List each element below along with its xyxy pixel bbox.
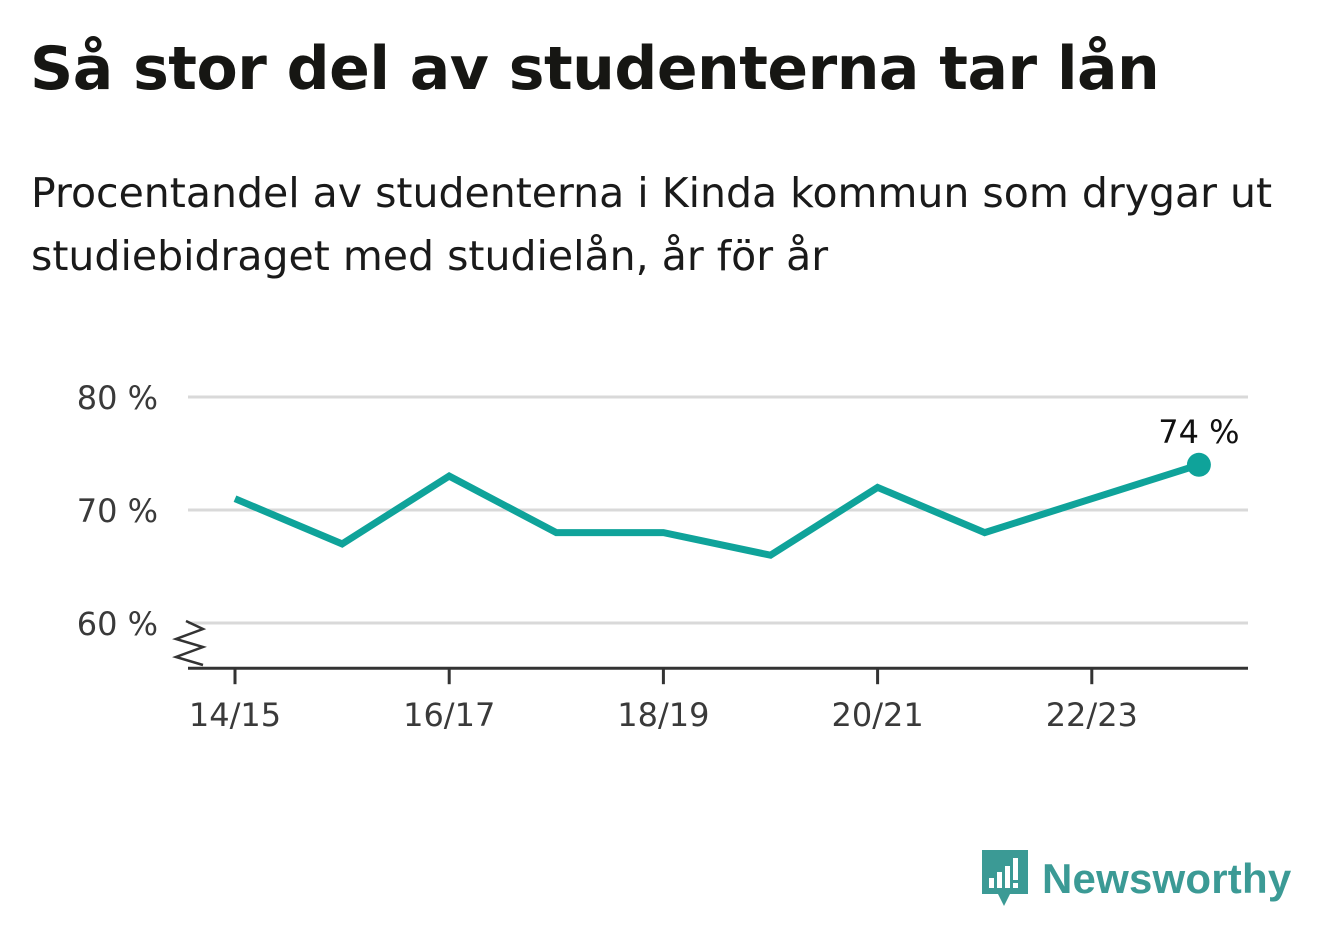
x-tick-label: 14/15 — [189, 696, 281, 734]
y-axis-labels: 60 % 70 % 80 % — [77, 379, 158, 643]
axis-break-icon — [172, 619, 207, 667]
y-tick-label: 80 % — [77, 379, 158, 417]
x-axis — [172, 619, 1248, 670]
x-tick-label: 22/23 — [1046, 696, 1138, 734]
chart-title: Så stor del av studenterna tar lån — [30, 34, 1160, 104]
x-tick-label: 20/21 — [831, 696, 923, 734]
line-chart: 60 % 70 % 80 % 14/15 16/17 18/19 20/21 22/23 7… — [77, 379, 1248, 734]
chart-subtitle: Procentandel av studenterna i Kinda komm… — [31, 169, 1273, 280]
y-tick-label: 70 % — [77, 492, 158, 530]
newsworthy-logo-text: Newsworthy — [1042, 855, 1292, 902]
end-value-label: 74 % — [1158, 413, 1239, 451]
x-tick-label: 16/17 — [403, 696, 495, 734]
grid-lines — [188, 395, 1248, 625]
x-axis-labels: 14/15 16/17 18/19 20/21 22/23 — [189, 668, 1138, 734]
newsworthy-logo: Newsworthy — [980, 848, 1291, 910]
y-tick-label: 60 % — [77, 605, 158, 643]
series-line — [233, 461, 1200, 559]
series-layer: 74 % — [233, 413, 1240, 559]
end-point-marker — [1186, 452, 1211, 477]
x-tick-label: 18/19 — [617, 696, 709, 734]
newsworthy-logo-icon — [982, 850, 1028, 906]
